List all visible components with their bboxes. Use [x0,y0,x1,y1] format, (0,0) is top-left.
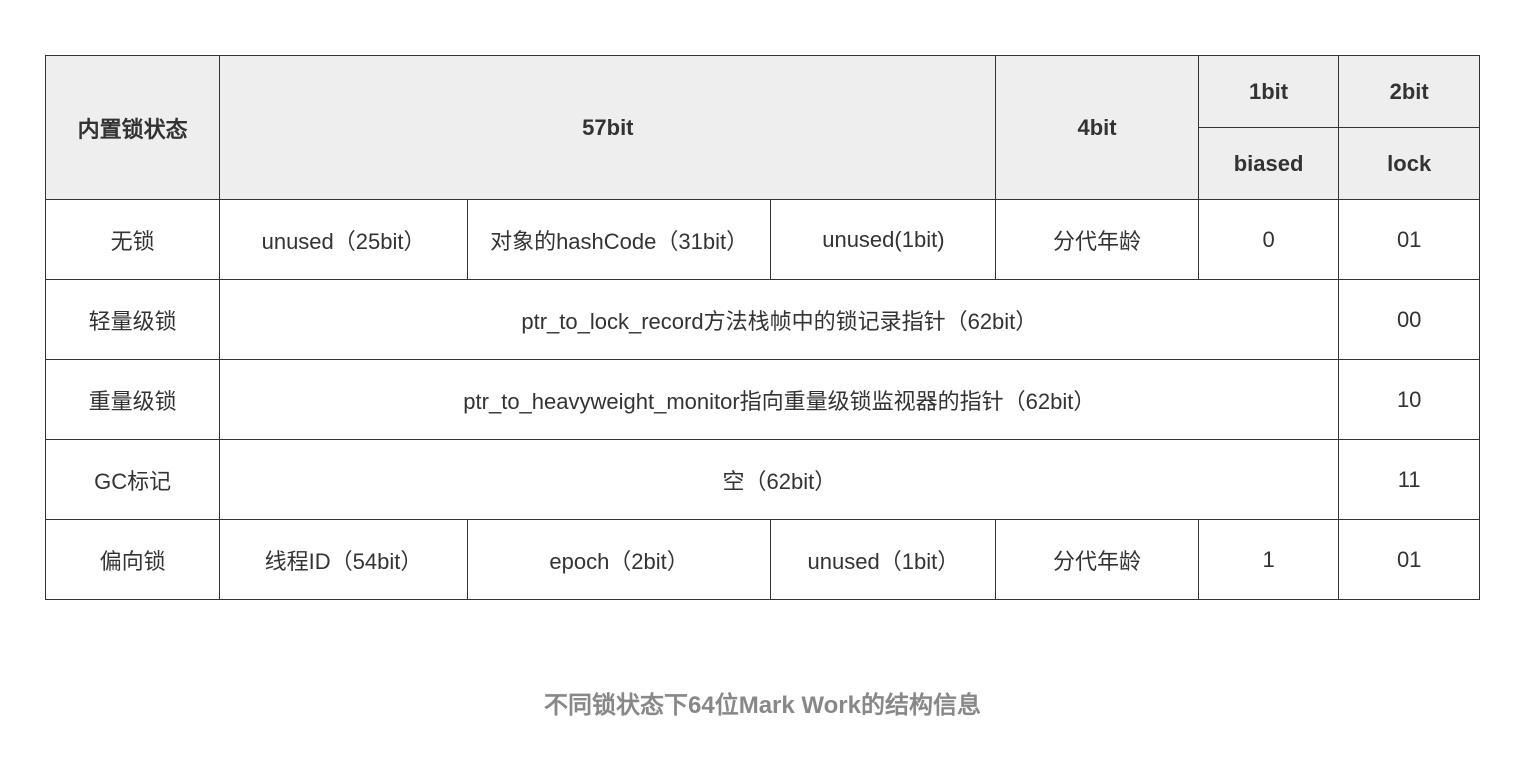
cell-span: ptr_to_heavyweight_monitor指向重量级锁监视器的指针（6… [220,360,1339,440]
row-gc: GC标记 空（62bit） 11 [46,440,1480,520]
header-2bit: 2bit [1339,56,1480,128]
cell-lock: 10 [1339,360,1480,440]
row-light-lock: 轻量级锁 ptr_to_lock_record方法栈帧中的锁记录指针（62bit… [46,280,1480,360]
cell-lock: 01 [1339,520,1480,600]
cell-lock: 00 [1339,280,1480,360]
header-57bit: 57bit [220,56,996,200]
row-no-lock: 无锁 unused（25bit） 对象的hashCode（31bit） unus… [46,200,1480,280]
cell-colC: unused(1bit) [771,200,996,280]
cell-age: 分代年龄 [996,200,1198,280]
cell-age: 分代年龄 [996,520,1198,600]
header-lock: lock [1339,128,1480,200]
cell-span: 空（62bit） [220,440,1339,520]
cell-label: 轻量级锁 [46,280,220,360]
header-4bit: 4bit [996,56,1198,200]
cell-biased: 0 [1198,200,1339,280]
cell-label: 重量级锁 [46,360,220,440]
cell-label: GC标记 [46,440,220,520]
cell-span: ptr_to_lock_record方法栈帧中的锁记录指针（62bit） [220,280,1339,360]
cell-colB: 对象的hashCode（31bit） [467,200,771,280]
row-heavy-lock: 重量级锁 ptr_to_heavyweight_monitor指向重量级锁监视器… [46,360,1480,440]
cell-label: 偏向锁 [46,520,220,600]
cell-lock: 01 [1339,200,1480,280]
cell-label: 无锁 [46,200,220,280]
cell-lock: 11 [1339,440,1480,520]
cell-colA: unused（25bit） [220,200,467,280]
cell-colA: 线程ID（54bit） [220,520,467,600]
cell-colC: unused（1bit） [771,520,996,600]
mark-word-table: 内置锁状态 57bit 4bit 1bit 2bit biased lock 无… [45,55,1480,600]
header-biased: biased [1198,128,1339,200]
row-biased-lock: 偏向锁 线程ID（54bit） epoch（2bit） unused（1bit）… [46,520,1480,600]
cell-colB: epoch（2bit） [467,520,771,600]
header-lock-state: 内置锁状态 [46,56,220,200]
table-caption: 不同锁状态下64位Mark Work的结构信息 [45,685,1480,720]
cell-biased: 1 [1198,520,1339,600]
header-1bit: 1bit [1198,56,1339,128]
